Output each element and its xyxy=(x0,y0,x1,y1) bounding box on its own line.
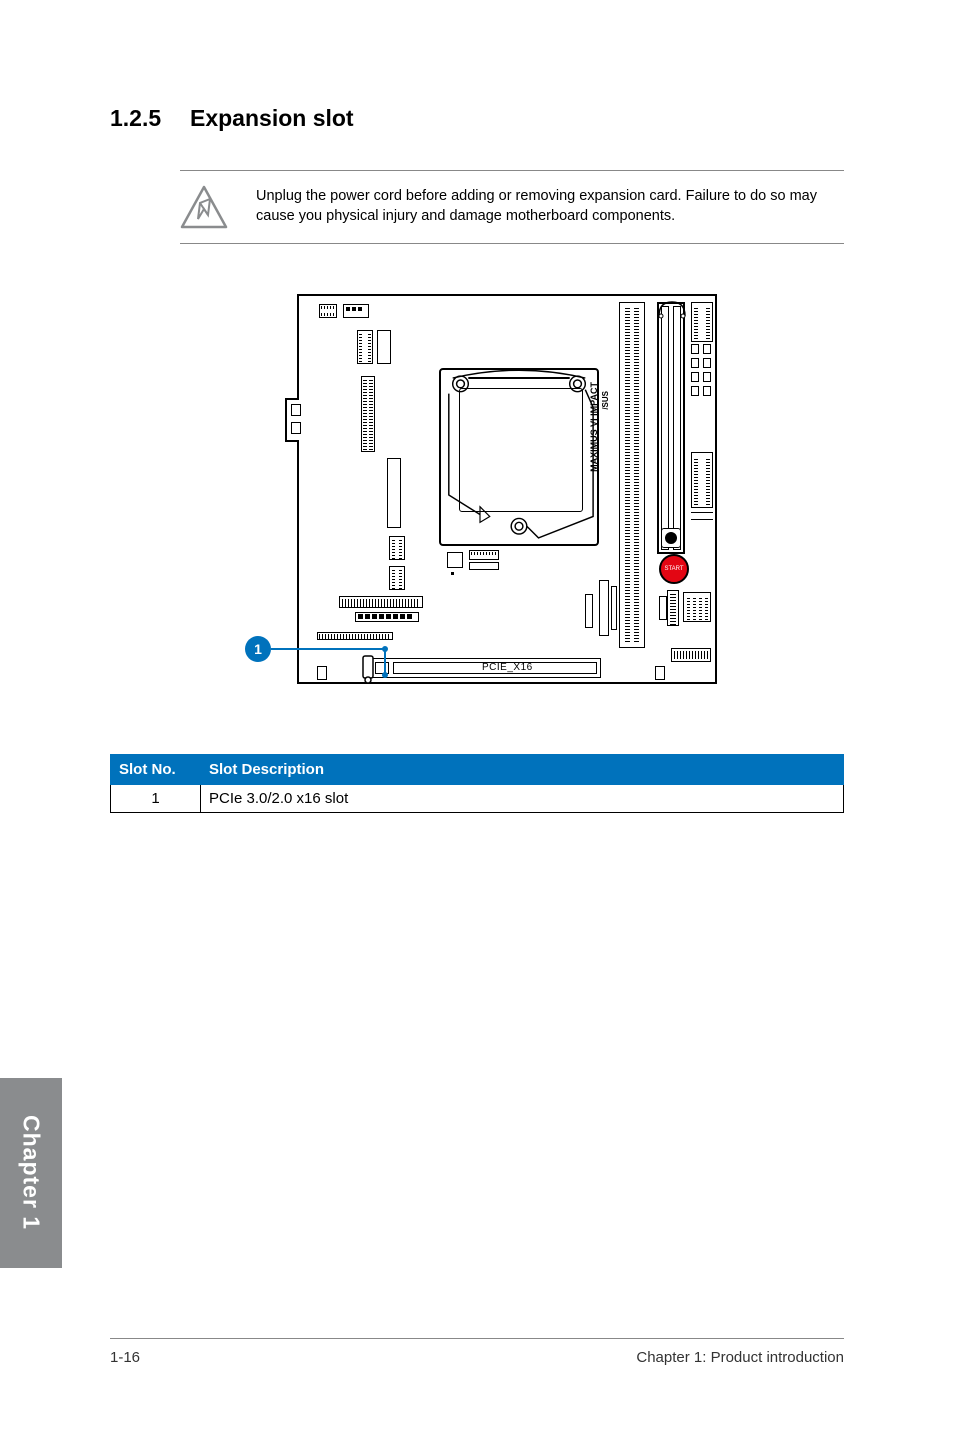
warning-icon xyxy=(180,185,228,229)
section-number: 1.2.5 xyxy=(110,105,190,132)
table-cell-slotno: 1 xyxy=(111,785,201,813)
slot-table: Slot No. Slot Description 1 PCIe 3.0/2.0… xyxy=(110,754,844,813)
section-title: Expansion slot xyxy=(190,105,354,131)
callout-1-bubble: 1 xyxy=(245,636,271,662)
board-model-label: MAXIMUS VI IMPACT xyxy=(589,382,599,472)
board-brand-label: /SUS xyxy=(601,391,611,410)
callout-1-vline xyxy=(384,648,386,674)
page-footer: 1-16 Chapter 1: Product introduction xyxy=(110,1338,844,1366)
callout-1-line xyxy=(271,648,385,650)
table-row: 1 PCIe 3.0/2.0 x16 slot xyxy=(111,785,844,813)
table-header-slotno: Slot No. xyxy=(111,755,201,785)
chapter-side-tab: Chapter 1 xyxy=(0,1078,62,1268)
table-header-desc: Slot Description xyxy=(201,755,844,785)
page-number: 1-16 xyxy=(110,1349,140,1366)
chapter-title: Chapter 1: Product introduction xyxy=(636,1349,844,1366)
table-cell-desc: PCIe 3.0/2.0 x16 slot xyxy=(201,785,844,813)
warning-block: Unplug the power cord before adding or r… xyxy=(180,170,844,244)
pcie-slot-label: PCIE_X16 xyxy=(482,662,533,673)
section-heading: 1.2.5Expansion slot xyxy=(110,105,844,132)
motherboard-diagram: /SUS MAXIMUS VI IMPACT xyxy=(237,294,717,694)
start-button-graphic: START xyxy=(659,554,689,584)
warning-text: Unplug the power cord before adding or r… xyxy=(256,185,844,226)
